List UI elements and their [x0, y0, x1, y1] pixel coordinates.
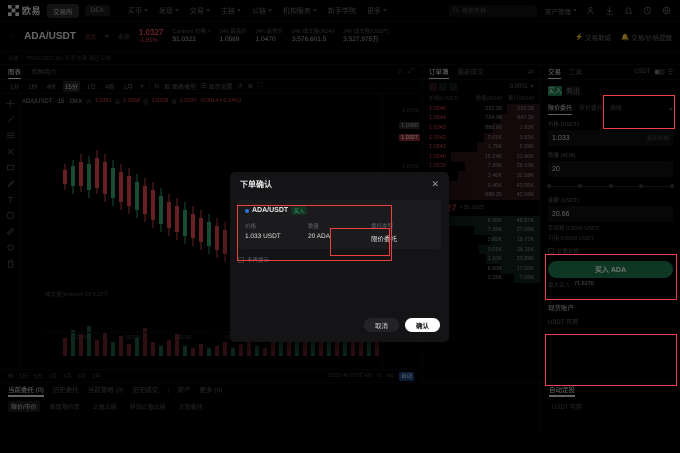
dialog-title: 下单确认 — [240, 179, 272, 189]
close-icon[interactable]: ✕ — [431, 178, 439, 189]
summary-pair: ADA/USDT — [252, 207, 289, 214]
order-summary-card: ADA/USDT 买入 价格 1.033 USDT 数量 20 ADA 委托类型… — [238, 200, 441, 249]
dont-show-again-row[interactable]: 不再提示 — [238, 256, 441, 264]
summary-qty-value: 20 ADA — [308, 232, 331, 240]
confirm-button[interactable]: 确认 — [405, 318, 440, 332]
summary-type-col: 委托类型 限价委托 — [371, 222, 434, 243]
summary-pair-row: ADA/USDT 买入 — [245, 206, 434, 215]
coin-icon — [245, 208, 249, 213]
summary-price-col: 价格 1.033 USDT — [245, 222, 308, 243]
dialog-header: 下单确认 ✕ — [230, 172, 449, 196]
summary-type-label: 委托类型 — [371, 224, 394, 230]
summary-price-label: 价格 — [245, 224, 257, 230]
dialog-footer: 取消 确认 — [230, 318, 449, 342]
summary-qty-label: 数量 — [308, 224, 320, 230]
order-confirm-dialog: 下单确认 ✕ ADA/USDT 买入 价格 1.033 USDT 数量 20 A… — [230, 172, 449, 342]
summary-type-value: 限价委托 — [371, 235, 397, 243]
summary-qty-col: 数量 20 ADA — [308, 222, 371, 243]
cancel-button[interactable]: 取消 — [364, 318, 399, 332]
summary-price-value: 1.033 USDT — [245, 232, 281, 240]
checkbox-icon[interactable] — [238, 256, 244, 263]
summary-side-badge: 买入 — [291, 206, 308, 215]
dont-show-label: 不再提示 — [247, 257, 270, 264]
summary-grid: 价格 1.033 USDT 数量 20 ADA 委托类型 限价委托 — [245, 222, 434, 243]
